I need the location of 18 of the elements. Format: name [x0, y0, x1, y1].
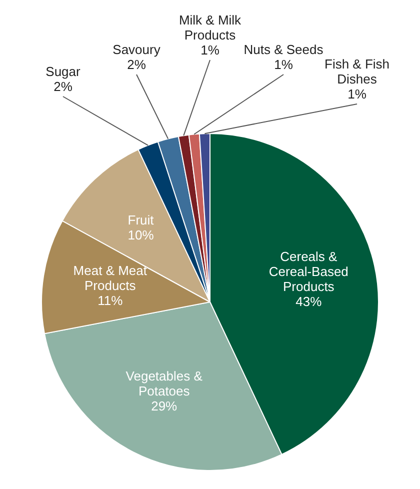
data-label: 2%: [127, 57, 146, 72]
data-label: 1%: [274, 57, 294, 72]
slice-label: Milk & Milk Products: [178, 12, 242, 43]
slice-label: Savoury: [112, 42, 161, 58]
data-label: 29%: [151, 398, 178, 414]
data-label: 43%: [296, 294, 322, 310]
data-label: 10%: [128, 227, 154, 242]
slice-label: Cereals & Cereal-Based Products: [268, 249, 348, 294]
data-label: 11%: [98, 292, 124, 308]
data-label: 2%: [54, 79, 73, 94]
slice-label: Nuts & Seeds: [244, 42, 324, 58]
slice-label: Vegetables & Potatoes: [126, 368, 203, 399]
slice-label: Meat & Meat Products: [73, 262, 148, 293]
slice-label: Fruit: [128, 212, 154, 228]
data-label: 1%: [200, 42, 220, 58]
slice-label: Fish & Fish Dishes: [324, 56, 390, 87]
slice-label: Sugar: [46, 64, 82, 80]
data-label: 1%: [348, 86, 367, 102]
